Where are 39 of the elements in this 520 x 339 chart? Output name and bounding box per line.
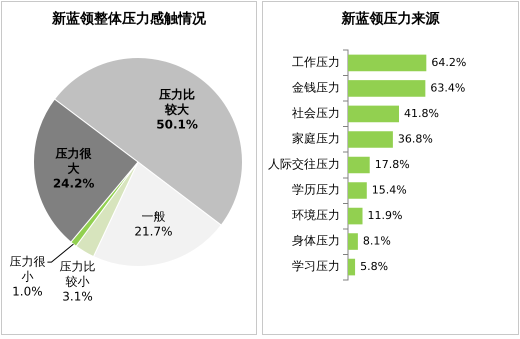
- y-tick-label: 家庭压力: [292, 132, 340, 146]
- y-tick-label: 学习压力: [292, 259, 340, 274]
- bar: [348, 156, 370, 174]
- bar: [348, 106, 399, 122]
- data-label: 50.1%: [156, 117, 198, 132]
- slice-label: 压力比较大: [158, 87, 196, 116]
- data-label: 41.8%: [404, 106, 439, 120]
- chart-title: 新蓝领整体压力感触情况: [51, 10, 207, 28]
- y-tick-label: 学历压力: [292, 182, 340, 197]
- slice-label: 一般: [141, 210, 166, 224]
- y-tick-label: 金钱压力: [292, 80, 340, 95]
- data-label: 64.2%: [431, 56, 466, 69]
- data-label: 17.8%: [374, 158, 410, 171]
- data-label: 1.0%: [12, 284, 43, 298]
- y-tick-label: 社会压力: [292, 106, 340, 120]
- data-label: 21.7%: [134, 224, 173, 239]
- bar: [348, 80, 426, 97]
- data-label: 15.4%: [372, 183, 407, 196]
- bar: [348, 182, 367, 199]
- slice-label: 压力很小: [9, 254, 46, 284]
- data-label: 24.2%: [52, 176, 94, 190]
- bar: [348, 258, 356, 276]
- y-tick-label: 工作压力: [292, 55, 340, 70]
- bar: [348, 208, 363, 224]
- y-tick-label: 环境压力: [292, 208, 340, 222]
- data-label: 3.1%: [62, 290, 93, 304]
- slice-label: 压力很大: [54, 146, 93, 176]
- data-label: 36.8%: [398, 132, 433, 146]
- data-label: 63.4%: [430, 81, 466, 94]
- data-label: 11.9%: [368, 208, 402, 222]
- chart-title: 新蓝领压力来源: [340, 10, 441, 28]
- y-tick-label: 人际交往压力: [268, 157, 340, 172]
- y-tick-label: 身体压力: [292, 234, 340, 248]
- bar: [348, 54, 426, 72]
- data-label: 8.1%: [362, 234, 391, 248]
- slice-label: 压力比较小: [60, 260, 96, 289]
- bar: [348, 233, 358, 250]
- bar: [348, 131, 393, 148]
- data-label: 5.8%: [360, 260, 388, 273]
